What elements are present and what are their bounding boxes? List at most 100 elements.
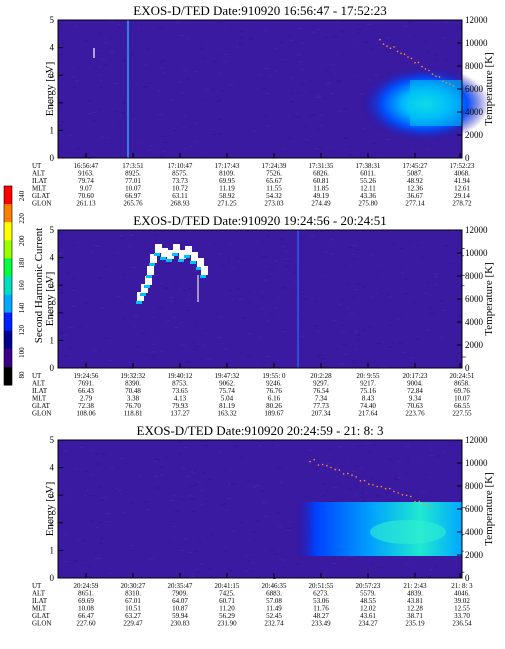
dot (414, 500, 416, 503)
y2-tick-label: 0 (465, 573, 470, 583)
cell-alt: 9004. (407, 380, 423, 388)
y-tick-label: 1 (50, 545, 55, 555)
dot (401, 494, 404, 496)
cell-mlt: 11.20 (219, 605, 235, 613)
y2-tick-label: 0 (465, 153, 470, 163)
cell-alt: 6883. (266, 590, 282, 598)
cell-mlt: 12.55 (454, 605, 470, 613)
y2-tick-label: 12000 (465, 225, 488, 235)
cell-ilat: 43.81 (407, 597, 423, 605)
dot (338, 469, 341, 471)
dot (342, 473, 345, 475)
colorbar-label: Second Harmonic Current (33, 228, 45, 343)
plasma-core (370, 520, 446, 544)
cell-mlt: 10.87 (172, 605, 188, 613)
dot (376, 485, 379, 488)
cell-ilat: 79.74 (78, 177, 94, 185)
panel-title: EXOS-D/TED Date:910920 20:24:59 - 21: 8:… (137, 423, 384, 438)
cell-alt: 6826. (313, 170, 329, 178)
cell-ut: 20:17:23 (403, 372, 428, 380)
dot (405, 494, 408, 497)
edge-patch (172, 253, 178, 256)
cell-ut: 21: 8: 3 (451, 582, 473, 590)
cell-ut: 19:32:32 (121, 372, 146, 380)
cell-ut: 17:52:23 (450, 162, 475, 170)
colorbar-tick-label: 200 (18, 235, 26, 246)
row-label-glon: GLON (32, 410, 51, 418)
cell-ilat: 66.43 (78, 387, 94, 395)
cell-ilat: 57.08 (266, 597, 282, 605)
saturated-patch (137, 292, 144, 301)
panel-title: EXOS-D/TED Date:910920 16:56:47 - 17:52:… (133, 3, 386, 18)
cell-glon: 108.06 (76, 410, 96, 418)
y2-tick-label: 8000 (465, 271, 484, 281)
dot (309, 460, 311, 463)
cell-alt: 6273. (313, 590, 329, 598)
cell-ut: 19:55: 0 (262, 372, 286, 380)
colorbar-tick-label: 100 (18, 347, 26, 358)
cell-glon: 189.67 (264, 410, 284, 418)
row-label-glat: GLAT (32, 192, 51, 200)
cell-mlt: 12.02 (360, 605, 376, 613)
edge-patch (166, 259, 172, 262)
dot (396, 50, 399, 53)
y2-tick-label: 6000 (465, 294, 484, 304)
y-tick-label: 2 (50, 98, 55, 108)
cell-ut: 19:24:56 (74, 372, 99, 380)
cell-alt: 8925. (125, 170, 141, 178)
cell-mlt: 9.34 (409, 395, 422, 403)
cell-ut: 20:46:35 (262, 582, 287, 590)
cell-ilat: 48.55 (360, 597, 376, 605)
cell-mlt: 12.36 (407, 185, 423, 193)
background-texture (58, 230, 466, 369)
dot (438, 76, 441, 78)
cell-glat: 33.70 (454, 612, 470, 620)
dot (442, 80, 444, 83)
cell-ilat: 73.65 (172, 387, 188, 395)
row-label-glat: GLAT (32, 612, 51, 620)
dot (435, 75, 437, 77)
cell-ut: 20:30:27 (121, 582, 146, 590)
cell-glat: 70.63 (407, 402, 423, 410)
colorbar-swatch (4, 222, 12, 241)
cell-ut: 17:3:51 (122, 162, 144, 170)
cell-glat: 63.27 (125, 612, 141, 620)
edge-patch (144, 285, 150, 288)
cell-alt: 8658. (454, 380, 470, 388)
cell-glon: 163.32 (217, 410, 237, 418)
saturated-patch (201, 266, 208, 275)
y2-tick-label: 8000 (465, 481, 484, 491)
cell-glat: 36.67 (407, 192, 423, 200)
y2-tick-label: 10000 (465, 458, 488, 468)
colorbar-swatch (4, 276, 12, 296)
cell-glon: 118.81 (124, 410, 143, 418)
cell-glon: 278.72 (452, 200, 472, 208)
colorbar-swatch (4, 240, 12, 259)
cell-mlt: 11.49 (266, 605, 282, 613)
cell-ilat: 60.71 (219, 597, 235, 605)
dot (379, 38, 381, 41)
y-tick-label: 4 (50, 253, 55, 263)
y-tick-label: 5 (50, 225, 55, 235)
cell-glat: 63.11 (172, 192, 188, 200)
saturated-patch (150, 254, 157, 263)
cell-glon: 137.27 (170, 410, 190, 418)
cell-glat: 81.19 (219, 402, 235, 410)
saturated-patch (145, 276, 152, 285)
y2-axis-label: Temperature [K] (483, 52, 495, 125)
colorbar-tick-label: 140 (18, 302, 26, 313)
cell-ilat: 69.76 (454, 387, 470, 395)
row-label-glat: GLAT (32, 402, 51, 410)
cell-glon: 227.60 (76, 620, 96, 628)
cell-glon: 274.49 (311, 200, 331, 208)
cell-alt: 9062. (219, 380, 235, 388)
cell-ut: 17:24:39 (262, 162, 287, 170)
cell-ut: 20:24:59 (74, 582, 99, 590)
y-tick-label: 3 (50, 280, 55, 290)
dot (317, 464, 320, 466)
y-tick-label: 5 (50, 435, 55, 445)
cell-glon: 268.93 (170, 200, 190, 208)
cell-alt: 7691. (78, 380, 94, 388)
row-label-alt: ALT (32, 380, 46, 388)
cell-alt: 9297. (313, 380, 329, 388)
